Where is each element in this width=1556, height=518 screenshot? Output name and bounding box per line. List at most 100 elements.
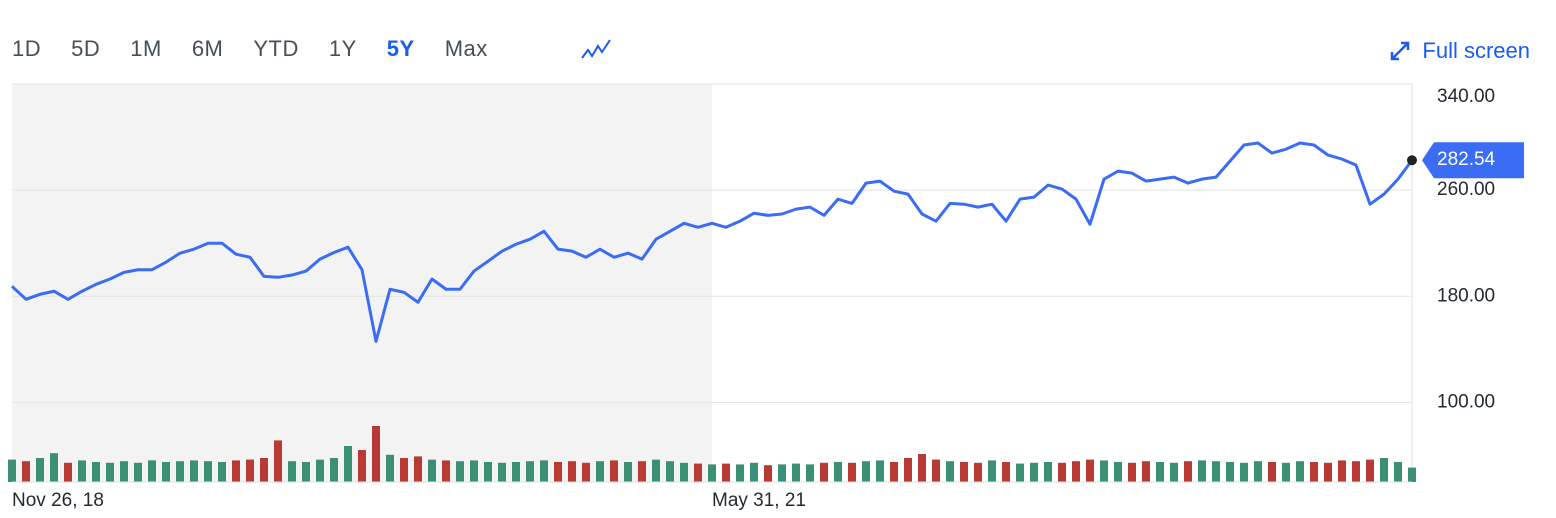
volume-bar xyxy=(302,462,310,482)
volume-bar xyxy=(1128,462,1136,482)
range-selector: 1D 5D 1M 6M YTD 1Y 5Y Max xyxy=(12,36,518,62)
volume-bar xyxy=(708,464,716,482)
volume-bar xyxy=(680,462,688,482)
volume-bar xyxy=(148,460,156,482)
volume-bar xyxy=(386,454,394,482)
x-tick-label: May 31, 21 xyxy=(712,490,806,511)
volume-bar xyxy=(596,461,604,482)
volume-bar xyxy=(288,461,296,482)
volume-bar xyxy=(22,461,30,482)
price-tag xyxy=(1422,142,1524,179)
volume-bar xyxy=(890,462,898,482)
volume-bar xyxy=(904,458,912,482)
volume-bar xyxy=(92,462,100,482)
range-button[interactable]: 1Y xyxy=(328,36,357,61)
volume-bar xyxy=(456,461,464,482)
volume-bar xyxy=(218,462,226,482)
volume-bar xyxy=(1226,462,1234,482)
volume-bar xyxy=(736,464,744,482)
volume-bar xyxy=(232,460,240,482)
range-button[interactable]: 6M xyxy=(191,36,224,61)
volume-bar xyxy=(414,456,422,482)
volume-bar xyxy=(204,461,212,482)
volume-bar xyxy=(1114,462,1122,482)
volume-bar xyxy=(1044,462,1052,482)
volume-bar xyxy=(36,458,44,482)
y-tick-label: 100.00 xyxy=(1437,391,1495,412)
volume-bar xyxy=(764,465,772,482)
volume-bar xyxy=(1282,462,1290,482)
range-button[interactable]: 5D xyxy=(71,36,101,61)
volume-bar xyxy=(246,459,254,482)
volume-bar xyxy=(358,450,366,482)
chart-type-icon[interactable] xyxy=(580,36,616,66)
volume-bar xyxy=(1072,461,1080,482)
range-button[interactable]: YTD xyxy=(253,36,299,61)
range-button[interactable]: Max xyxy=(444,36,488,61)
x-tick-label: Nov 26, 18 xyxy=(12,490,104,511)
volume-bar xyxy=(1086,459,1094,482)
range-button[interactable]: 5Y xyxy=(386,36,415,61)
volume-bar xyxy=(1002,462,1010,482)
last-point xyxy=(1407,155,1417,166)
volume-bar xyxy=(372,426,380,482)
volume-bar xyxy=(50,453,58,482)
volume-bar xyxy=(120,461,128,482)
history-shade xyxy=(12,84,712,482)
volume-bar xyxy=(484,462,492,482)
volume-bar xyxy=(316,459,324,482)
volume-bar xyxy=(1156,462,1164,482)
y-tick-label: 260.00 xyxy=(1437,179,1495,200)
volume-bar xyxy=(1240,462,1248,482)
volume-bar xyxy=(1324,462,1332,482)
volume-bar xyxy=(610,460,618,482)
volume-bar xyxy=(918,454,926,482)
volume-bar xyxy=(1100,460,1108,482)
volume-bar xyxy=(78,460,86,482)
full-screen-button[interactable]: Full screen xyxy=(1388,38,1530,64)
price-tag-label: 282.54 xyxy=(1437,149,1496,170)
volume-bar xyxy=(1212,461,1220,482)
volume-bar xyxy=(498,462,506,482)
volume-bar xyxy=(8,459,16,482)
range-button[interactable]: 1D xyxy=(12,36,42,61)
volume-bar xyxy=(806,464,814,482)
volume-bar xyxy=(946,461,954,482)
volume-bar xyxy=(722,463,730,482)
price-line xyxy=(10,141,1414,343)
volume-bar xyxy=(1030,462,1038,482)
volume-bar xyxy=(862,461,870,482)
volume-bar xyxy=(526,461,534,482)
volume-bar xyxy=(274,440,282,482)
volume-bar xyxy=(512,462,520,482)
volume-bar xyxy=(638,461,646,482)
volume-bar xyxy=(1366,459,1374,482)
volume-bar xyxy=(190,460,198,482)
volume-bar xyxy=(1394,462,1402,482)
volume-bar xyxy=(330,458,338,482)
volume-bar xyxy=(820,462,828,482)
volume-bar xyxy=(470,460,478,482)
volume-bar xyxy=(554,462,562,482)
volume-bar xyxy=(162,462,170,482)
volume-bar xyxy=(1310,462,1318,482)
volume-bar xyxy=(960,462,968,482)
volume-bar xyxy=(176,461,184,482)
y-tick-label: 340.00 xyxy=(1437,86,1495,107)
volume-bar xyxy=(792,463,800,482)
volume-bar xyxy=(1268,462,1276,482)
volume-bar xyxy=(1058,462,1066,482)
volume-bar xyxy=(260,458,268,482)
volume-bar xyxy=(1296,461,1304,482)
range-button[interactable]: 1M xyxy=(130,36,162,61)
volume-bar xyxy=(652,459,660,482)
volume-bar xyxy=(540,460,548,482)
volume-bar xyxy=(848,462,856,482)
volume-bar xyxy=(428,459,436,482)
volume-bar xyxy=(1338,460,1346,482)
volume-bar xyxy=(666,461,674,482)
volume-bar xyxy=(1380,458,1388,482)
y-tick-label: 180.00 xyxy=(1437,285,1495,306)
